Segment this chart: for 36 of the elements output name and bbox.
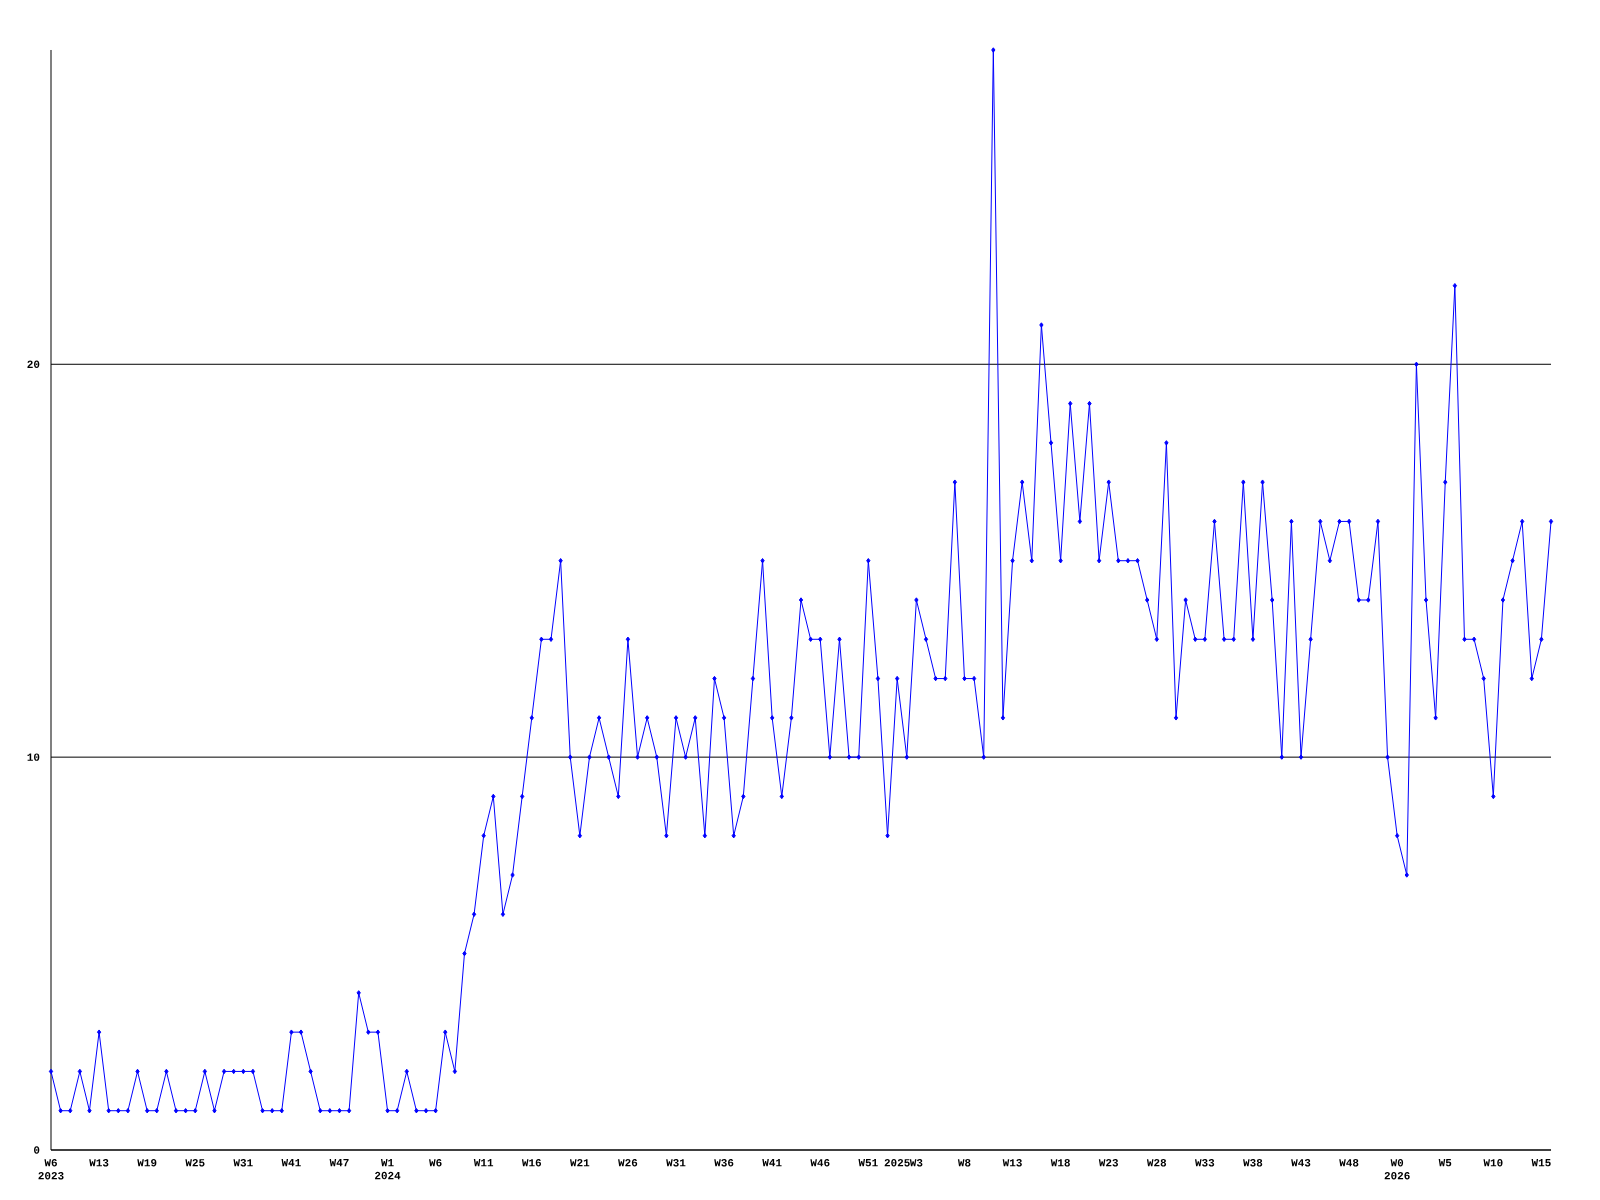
x-tick-label: W13 (89, 1159, 109, 1167)
x-tick-label: 2025 (884, 1159, 910, 1167)
y-tick-label: 20 (27, 360, 40, 368)
x-tick-label: W19 (137, 1159, 157, 1167)
x-tick-label: W21 (569, 1159, 590, 1167)
x-tick-label: W5 (1438, 1159, 1452, 1167)
x-tick-label: W51 (858, 1159, 878, 1167)
x-tick-label: W0 2026 (1384, 1159, 1410, 1180)
x-tick-label: W16 (521, 1159, 542, 1167)
x-tick-label: W31 (233, 1159, 253, 1167)
x-tick-label: W36 (714, 1159, 734, 1167)
x-tick-label: W26 (618, 1159, 638, 1167)
x-tick-label: W46 (810, 1159, 830, 1167)
x-tick-label: W41 (281, 1159, 301, 1167)
x-tick-label: W43 (1291, 1159, 1311, 1167)
x-tick-label: W31 (666, 1159, 686, 1167)
x-tick-label: W47 (329, 1159, 349, 1167)
x-tick-label: W23 (1098, 1159, 1119, 1167)
x-tick-label: W10 (1483, 1159, 1503, 1167)
x-tick-label: W41 (762, 1159, 782, 1167)
x-tick-label: W11 (473, 1159, 494, 1167)
x-tick-label: W25 (185, 1159, 205, 1167)
x-tick-label: W38 (1243, 1159, 1263, 1167)
y-tick-label: 10 (27, 753, 40, 761)
x-tick-label: W13 (1002, 1159, 1022, 1167)
x-tick-label: W1 2024 (375, 1159, 401, 1180)
y-tick-label: 0 (34, 1146, 40, 1154)
x-tick-label: W18 (1050, 1159, 1070, 1167)
x-tick-label: W6 (429, 1159, 442, 1167)
x-tick-label: W15 (1531, 1159, 1551, 1167)
x-tick-label: W3 (909, 1159, 923, 1167)
x-tick-label: W28 (1146, 1159, 1167, 1167)
x-tick-label: W6 2023 (38, 1159, 64, 1180)
x-tick-label: W8 (957, 1159, 971, 1167)
x-tick-label: W33 (1194, 1159, 1215, 1167)
x-tick-label: W48 (1339, 1159, 1359, 1167)
